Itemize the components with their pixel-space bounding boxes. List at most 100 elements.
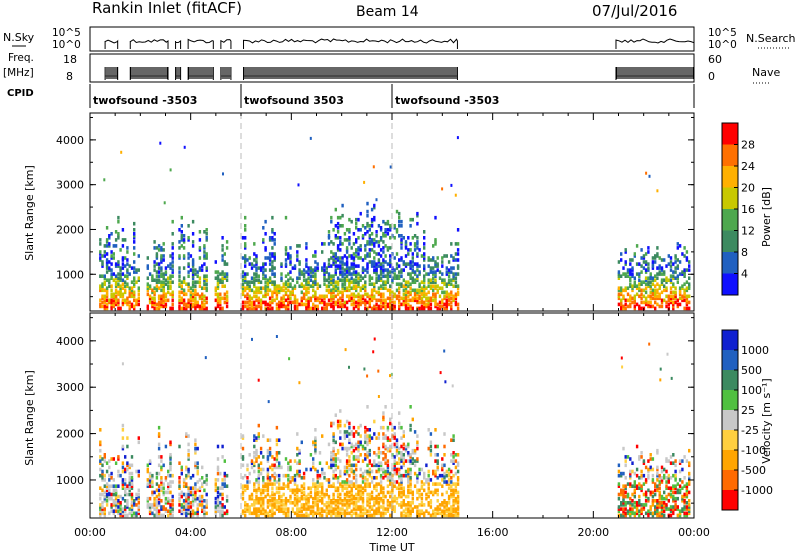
heatmap-cell <box>357 264 360 268</box>
heatmap-cell <box>214 292 217 297</box>
heatmap-cell <box>128 300 131 305</box>
heatmap-cell <box>339 492 342 497</box>
heatmap-cell <box>268 509 272 513</box>
heatmap-cell <box>105 262 109 266</box>
heatmap-cell <box>375 302 378 307</box>
heatmap-cell <box>450 282 453 286</box>
heatmap-cell <box>626 509 630 513</box>
heatmap-cell <box>271 511 274 516</box>
heatmap-cell <box>108 511 111 516</box>
heatmap-cell <box>187 238 190 242</box>
heatmap-cell <box>221 296 224 301</box>
heatmap-cell <box>678 302 682 307</box>
heatmap-cell <box>155 501 159 505</box>
heatmap-cell <box>400 492 403 497</box>
heatmap-cell <box>191 492 195 497</box>
heatmap-cell <box>124 238 127 242</box>
heatmap-cell <box>370 224 374 228</box>
heatmap-cell <box>373 238 376 242</box>
heatmap-cell <box>112 509 115 513</box>
heatmap-cell <box>259 501 263 505</box>
heatmap-cell <box>447 298 451 303</box>
heatmap-cell <box>222 172 224 176</box>
heatmap-cell <box>350 430 353 434</box>
heatmap-cell <box>157 432 161 436</box>
heatmap-cell <box>423 304 426 309</box>
heatmap-cell <box>167 501 170 505</box>
heatmap-cell <box>271 482 274 486</box>
heatmap-cell <box>359 286 362 290</box>
heatmap-cell <box>629 496 632 501</box>
heatmap-cell <box>373 501 376 505</box>
heatmap-cell <box>450 266 453 270</box>
heatmap-cell <box>402 457 405 461</box>
heatmap-cell <box>241 270 245 274</box>
heatmap-cell <box>418 288 421 293</box>
heatmap-cell <box>257 298 260 303</box>
heatmap-cell <box>103 494 106 499</box>
heatmap-cell <box>171 302 174 307</box>
heatmap-cell <box>275 507 279 511</box>
heatmap-cell <box>266 292 270 297</box>
heatmap-cell <box>454 276 458 280</box>
heatmap-cell <box>393 274 396 278</box>
heatmap-cell <box>332 284 335 288</box>
heatmap-cell <box>447 292 451 297</box>
heatmap-cell <box>398 476 401 480</box>
heatmap-cell <box>359 440 362 445</box>
heatmap-cell <box>108 242 111 246</box>
heatmap-cell <box>101 507 104 511</box>
heatmap-cell <box>352 286 356 290</box>
heatmap-cell <box>241 457 245 461</box>
heatmap-cell <box>343 482 347 486</box>
heatmap-cell <box>407 272 410 276</box>
heatmap-cell <box>305 288 308 293</box>
heatmap-cell <box>137 436 140 440</box>
heatmap-cell <box>300 505 303 509</box>
heatmap-cell <box>268 306 272 311</box>
heatmap-cell <box>445 290 448 295</box>
heatmap-cell <box>99 304 102 309</box>
heatmap-cell <box>382 268 385 272</box>
heatmap-cell <box>382 425 385 430</box>
heatmap-cell <box>364 226 367 230</box>
heatmap-cell <box>341 270 344 274</box>
heatmap-cell <box>255 266 258 270</box>
heatmap-cell <box>268 451 272 455</box>
heatmap-cell <box>393 236 396 240</box>
heatmap-cell <box>126 444 129 449</box>
heatmap-cell <box>182 280 186 284</box>
heatmap-cell <box>221 478 224 482</box>
heatmap-cell <box>343 268 347 272</box>
heatmap-cell <box>216 292 220 297</box>
heatmap-cell <box>221 278 224 282</box>
heatmap-cell <box>341 260 344 264</box>
heatmap-cell <box>373 459 376 463</box>
heatmap-cell <box>658 264 661 268</box>
heatmap-cell <box>343 434 347 438</box>
heatmap-cell <box>436 507 439 511</box>
heatmap-cell <box>309 509 313 513</box>
heatmap-cell <box>255 501 258 505</box>
heatmap-cell <box>248 300 251 305</box>
heatmap-cell <box>312 254 315 258</box>
heatmap-cell <box>350 494 353 499</box>
heatmap-cell <box>255 509 258 513</box>
heatmap-cell <box>366 492 369 497</box>
heatmap-cell <box>379 236 383 240</box>
heatmap-cell <box>266 280 270 284</box>
heatmap-cell <box>101 264 104 268</box>
noise-left-tick-bottom: 10^0 <box>52 39 81 51</box>
heatmap-cell <box>316 282 319 286</box>
heatmap-cell <box>348 467 351 472</box>
heatmap-cell <box>357 432 360 436</box>
heatmap-cell <box>341 292 344 297</box>
heatmap-cell <box>185 292 188 297</box>
heatmap-cell <box>420 298 424 303</box>
heatmap-cell <box>688 490 691 495</box>
heatmap-cell <box>187 288 190 293</box>
heatmap-cell <box>678 513 682 518</box>
heatmap-cell <box>382 415 385 420</box>
heatmap-cell <box>191 496 195 501</box>
heatmap-cell <box>291 501 294 505</box>
